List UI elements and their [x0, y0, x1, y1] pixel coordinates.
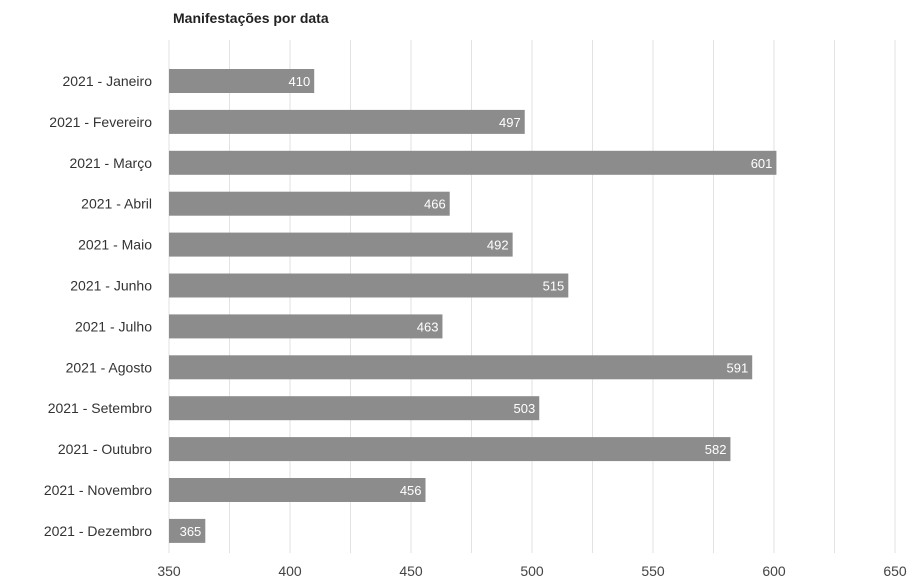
category-label: 2021 - Novembro — [44, 482, 152, 498]
x-tick-label: 350 — [157, 563, 181, 579]
category-label: 2021 - Setembro — [48, 400, 152, 416]
x-tick-label: 600 — [762, 563, 786, 579]
x-tick-label: 650 — [883, 563, 907, 579]
category-label: 2021 - Julho — [75, 318, 152, 334]
category-label: 2021 - Janeiro — [62, 73, 152, 89]
bar[interactable] — [169, 437, 731, 462]
bar[interactable] — [169, 478, 426, 502]
bar[interactable] — [169, 314, 443, 339]
bar[interactable] — [169, 273, 569, 298]
bar-value-label: 591 — [727, 360, 749, 375]
bar[interactable] — [169, 150, 777, 175]
bar-value-label: 466 — [424, 197, 446, 212]
chart-title: Manifestações por data — [173, 10, 329, 26]
category-label: 2021 - Dezembro — [44, 523, 152, 539]
x-tick-label: 450 — [399, 563, 423, 579]
category-label: 2021 - Outubro — [58, 441, 152, 457]
bar-value-label: 456 — [400, 483, 422, 498]
bar-value-label: 503 — [514, 401, 536, 416]
x-axis-ticks: 350 400 450 500 550 600 650 — [157, 563, 907, 579]
bar-value-label: 582 — [705, 442, 727, 457]
bar[interactable] — [169, 69, 315, 93]
category-label: 2021 - Fevereiro — [49, 114, 152, 130]
bar-value-label: 463 — [417, 319, 439, 334]
bar-value-label: 497 — [499, 115, 521, 130]
category-labels: 2021 - Janeiro 2021 - Fevereiro 2021 - Mar… — [44, 73, 152, 539]
bar-value-label: 410 — [288, 74, 310, 89]
bar-value-label: 601 — [751, 156, 773, 171]
category-label: 2021 - Maio — [78, 237, 152, 253]
bar[interactable] — [169, 396, 540, 421]
bar[interactable] — [169, 232, 513, 257]
bar-value-label: 515 — [543, 279, 565, 294]
bar[interactable] — [169, 355, 753, 380]
category-label: 2021 - Junho — [70, 278, 152, 294]
x-tick-label: 400 — [278, 563, 302, 579]
x-tick-label: 500 — [520, 563, 544, 579]
bar-value-label: 365 — [180, 524, 202, 539]
x-tick-label: 550 — [641, 563, 665, 579]
bar-value-label: 492 — [487, 238, 509, 253]
bars: 410 497 601 466 492 515 463 591 503 582 456 365 — [169, 69, 777, 543]
bar[interactable] — [169, 191, 450, 216]
category-label: 2021 - Março — [70, 155, 153, 171]
category-label: 2021 - Abril — [81, 196, 152, 212]
bar[interactable] — [169, 109, 525, 134]
category-label: 2021 - Agosto — [66, 359, 153, 375]
bar[interactable] — [169, 518, 206, 543]
